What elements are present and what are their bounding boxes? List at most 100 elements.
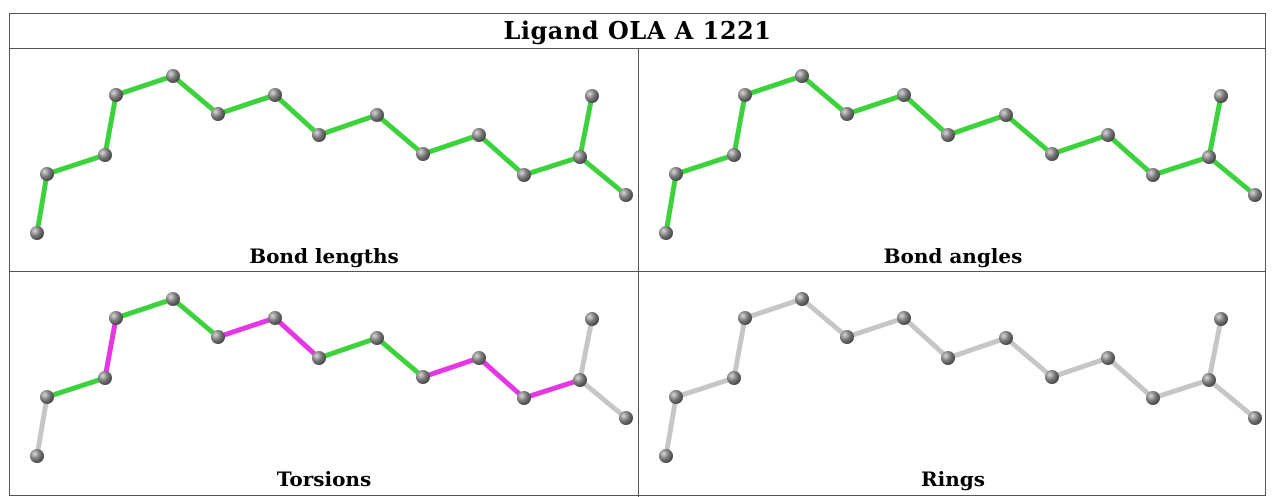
bond — [34, 171, 50, 236]
atom — [370, 331, 384, 345]
bond — [521, 377, 583, 401]
molecule-torsions — [30, 292, 633, 463]
bond — [420, 132, 482, 157]
atom — [1214, 89, 1228, 103]
bond — [1206, 316, 1224, 383]
bond — [799, 296, 850, 340]
bond — [476, 132, 527, 178]
atom — [98, 148, 112, 162]
bond — [34, 394, 50, 459]
molecule-bond-angles — [659, 69, 1262, 240]
atom — [573, 373, 587, 387]
bond — [1206, 93, 1224, 160]
atom — [312, 351, 326, 365]
caption-rings: Rings — [920, 467, 985, 491]
atom — [166, 69, 180, 83]
bond — [1206, 377, 1258, 421]
atom — [312, 128, 326, 142]
bond — [476, 355, 527, 401]
atom — [268, 311, 282, 325]
bond — [170, 73, 221, 117]
bond — [1150, 154, 1212, 178]
atom — [1101, 351, 1115, 365]
atom — [109, 88, 123, 102]
bond — [272, 315, 322, 361]
bond — [1206, 154, 1258, 198]
bond — [1003, 335, 1055, 380]
atom — [897, 311, 911, 325]
bond — [799, 73, 850, 117]
atom — [659, 449, 673, 463]
atom — [370, 108, 384, 122]
bond — [901, 315, 951, 361]
molecule-rings — [659, 292, 1262, 463]
bond — [420, 355, 482, 380]
bond — [663, 171, 679, 236]
atom — [619, 411, 633, 425]
bond — [945, 112, 1009, 138]
atom — [669, 390, 683, 404]
caption-bond-angles: Bond angles — [883, 244, 1023, 268]
atom — [1045, 370, 1059, 384]
bond — [742, 73, 805, 98]
atom — [109, 311, 123, 325]
atom — [727, 371, 741, 385]
atom — [1214, 312, 1228, 326]
bond — [1105, 132, 1156, 178]
atom — [472, 351, 486, 365]
bond — [113, 73, 176, 98]
atom — [727, 148, 741, 162]
bond — [316, 112, 380, 138]
atom — [211, 107, 225, 121]
atom — [659, 226, 673, 240]
bond — [673, 152, 737, 177]
atom — [941, 128, 955, 142]
atom — [1202, 373, 1216, 387]
atom — [40, 390, 54, 404]
atom — [999, 331, 1013, 345]
molecule-bond-lengths — [30, 69, 633, 240]
bond — [272, 92, 322, 138]
atom — [416, 370, 430, 384]
bond — [844, 315, 907, 340]
atom — [840, 330, 854, 344]
caption-bond-lengths: Bond lengths — [249, 244, 399, 268]
atom — [30, 226, 44, 240]
bond — [1049, 132, 1111, 157]
atom — [840, 107, 854, 121]
bond — [673, 375, 737, 400]
atom — [738, 88, 752, 102]
bond — [945, 335, 1009, 361]
bond — [113, 296, 176, 321]
atom — [517, 391, 531, 405]
atom — [795, 292, 809, 306]
bond — [44, 375, 108, 400]
panel-torsions: Torsions — [10, 272, 638, 495]
bond — [44, 152, 108, 177]
atom — [1101, 128, 1115, 142]
row-divider — [10, 271, 1265, 272]
bond — [374, 112, 426, 157]
panel-rings: Rings — [639, 272, 1267, 495]
bond — [316, 335, 380, 361]
bond — [1105, 355, 1156, 401]
atom — [268, 88, 282, 102]
bond — [663, 394, 679, 459]
column-divider — [638, 48, 639, 497]
bond — [742, 296, 805, 321]
bond — [577, 93, 595, 160]
atom — [166, 292, 180, 306]
atom — [1146, 391, 1160, 405]
bond — [215, 315, 278, 340]
atom — [738, 311, 752, 325]
atom — [517, 168, 531, 182]
bond — [102, 92, 119, 158]
bond — [1150, 377, 1212, 401]
atom — [585, 312, 599, 326]
bond — [844, 92, 907, 117]
atom — [98, 371, 112, 385]
atom — [999, 108, 1013, 122]
bond — [1049, 355, 1111, 380]
atom — [619, 188, 633, 202]
bond — [521, 154, 583, 178]
